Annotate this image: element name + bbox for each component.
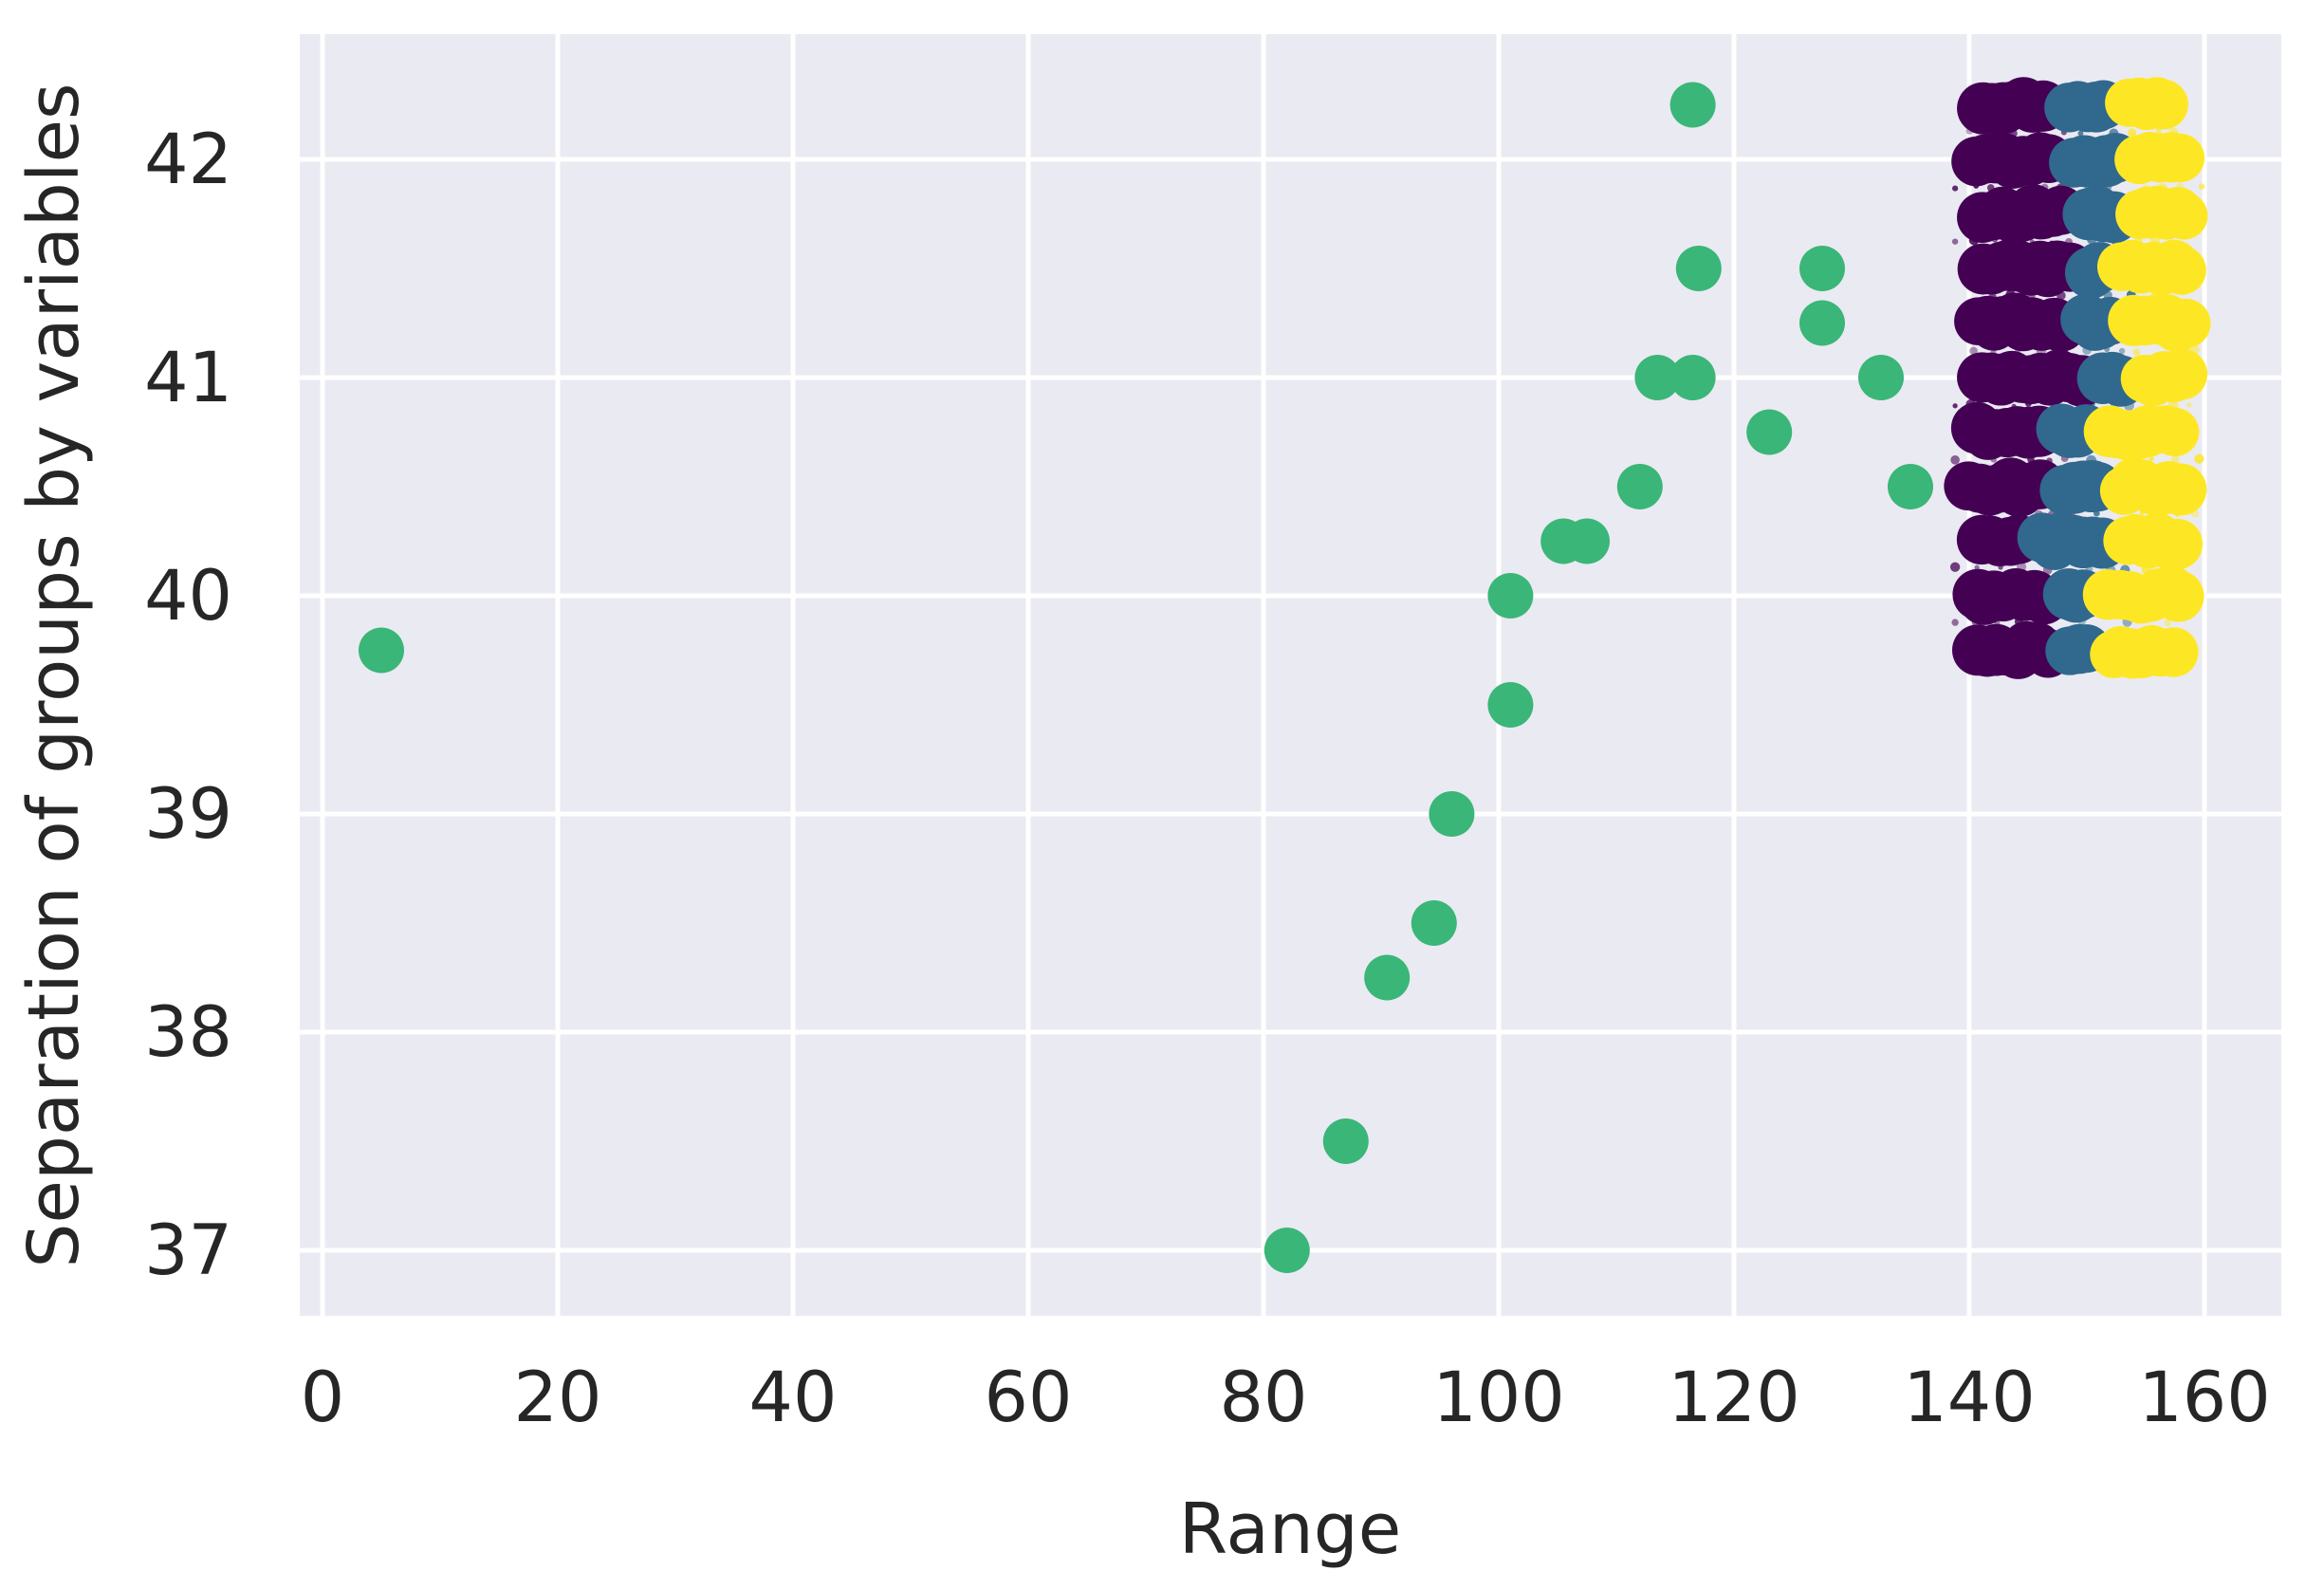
band-edge-dot: [2128, 128, 2137, 138]
x-axis-label: Range: [1178, 1488, 1402, 1570]
band-point: [2152, 570, 2204, 622]
x-tick-label: 0: [300, 1358, 345, 1438]
x-tick-label: 80: [1219, 1358, 1308, 1438]
band-edge-dot: [1949, 562, 1961, 572]
band-edge-dot: [1951, 619, 1959, 626]
band-point: [2155, 133, 2205, 182]
y-tick-label: 40: [144, 556, 232, 637]
scatter-point: [1322, 1118, 1369, 1164]
band-edge-dot: [2149, 455, 2154, 462]
y-tick-label: 39: [144, 774, 232, 855]
scatter-point: [1746, 409, 1793, 455]
band-point: [2149, 627, 2199, 677]
y-tick-label: 37: [144, 1210, 232, 1291]
x-tick-label: 120: [1668, 1358, 1800, 1438]
y-axis-label: Separation of groups by variables: [13, 83, 95, 1268]
scatter-point: [1888, 464, 1933, 509]
y-tick-label: 42: [144, 120, 232, 200]
x-tick-label: 100: [1432, 1358, 1565, 1438]
scatter-point: [1616, 464, 1663, 509]
scatter-point: [1799, 246, 1845, 291]
band-edge-dot: [1969, 346, 1978, 356]
x-tick-label: 20: [513, 1358, 602, 1438]
scatter-point: [1487, 573, 1534, 619]
band-edge-dot: [1974, 564, 1980, 570]
band-point: [2151, 518, 2204, 570]
y-tick-label: 41: [144, 338, 232, 418]
scatter-point: [1364, 954, 1411, 1001]
scatter-point: [359, 627, 404, 674]
x-tick-label: 160: [2138, 1358, 2271, 1438]
band-edge-dot: [1950, 455, 1960, 465]
scatter-point: [1429, 791, 1475, 837]
band-point: [2157, 246, 2206, 295]
y-tick-label: 38: [144, 992, 232, 1073]
x-tick-label: 140: [1903, 1358, 2036, 1438]
band-edge-dot: [2164, 619, 2171, 627]
band-edge-dot: [2194, 453, 2204, 464]
band-edge-dot: [2118, 347, 2126, 355]
x-tick-label: 60: [984, 1358, 1073, 1438]
scatter-point: [1669, 82, 1716, 128]
scatter-point: [1799, 300, 1845, 346]
scatter-point: [1634, 355, 1681, 400]
band-edge-dot: [2198, 183, 2205, 190]
plot-area: [300, 34, 2281, 1316]
band-edge-dot: [2186, 402, 2192, 408]
band-point: [2156, 348, 2208, 400]
band-point: [2161, 298, 2211, 349]
scatter-point: [1411, 900, 1457, 946]
scatter-point: [1263, 1228, 1310, 1273]
band-point: [2154, 463, 2207, 516]
band-edge-dot: [2077, 130, 2084, 137]
scatter-point: [1564, 518, 1610, 564]
scatter-point: [1675, 246, 1722, 291]
band-edge-dot: [2132, 348, 2141, 356]
scatter-point: [1669, 355, 1716, 400]
x-tick-label: 40: [748, 1358, 838, 1438]
scatter-point: [1487, 682, 1534, 728]
band-point: [2160, 192, 2208, 240]
scatter-plot-canvas: [300, 34, 2281, 1316]
band-edge-dot: [1952, 403, 1958, 409]
band-edge-dot: [1952, 185, 1959, 192]
band-point: [2138, 79, 2188, 130]
band-edge-dot: [1951, 238, 1959, 245]
scatter-point: [1858, 355, 1904, 400]
band-point: [2150, 407, 2200, 457]
